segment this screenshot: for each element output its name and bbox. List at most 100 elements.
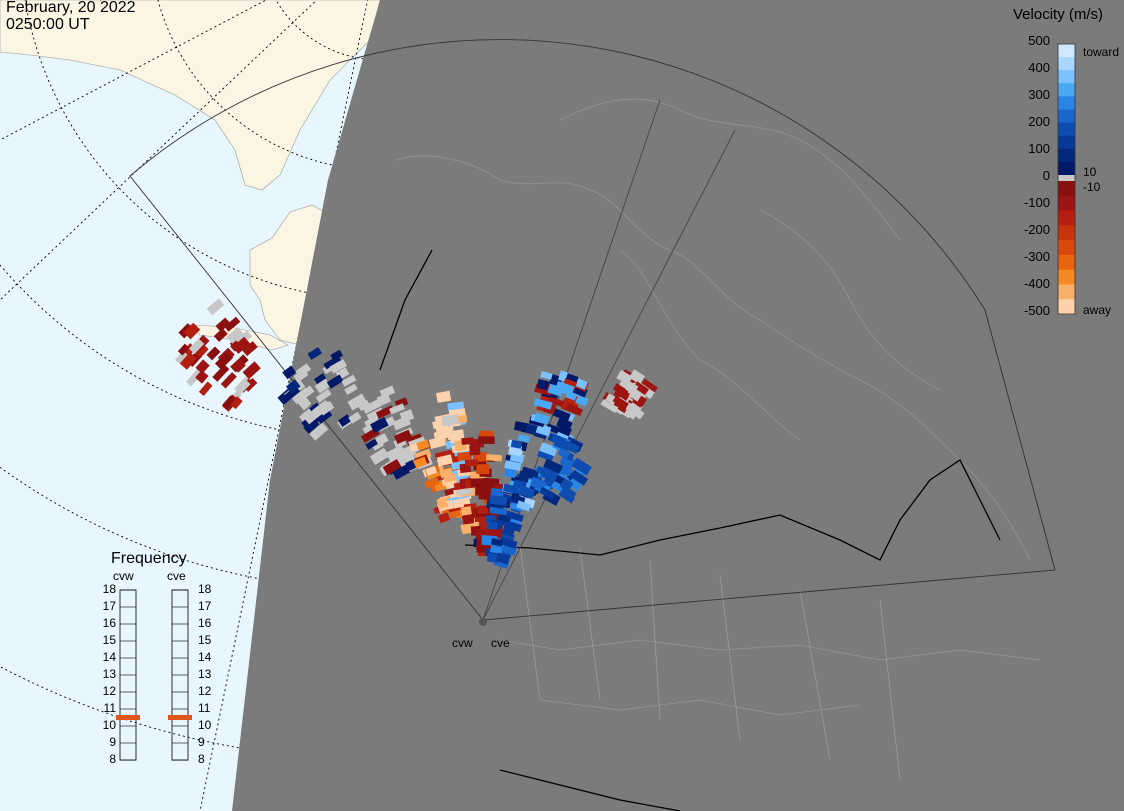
colorbar-swatch bbox=[1058, 122, 1075, 137]
scatter-cell bbox=[619, 377, 639, 394]
scatter-cell bbox=[424, 477, 440, 489]
scatter-cell bbox=[330, 349, 343, 361]
scatter-cell bbox=[513, 421, 528, 433]
colorbar-swatch bbox=[1058, 299, 1075, 315]
scatter-cell bbox=[539, 442, 558, 457]
scatter-cell bbox=[551, 480, 564, 492]
scatter-cell bbox=[545, 423, 562, 435]
colorbar-tick: -400 bbox=[1023, 276, 1050, 291]
scatter-cell bbox=[436, 454, 453, 467]
scatter-cells bbox=[174, 298, 658, 569]
scatter-cell bbox=[394, 429, 413, 444]
scatter-cell bbox=[195, 359, 210, 374]
scatter-cell bbox=[214, 351, 234, 370]
frequency-level-label: 12 bbox=[198, 684, 212, 698]
scatter-cell bbox=[376, 393, 392, 407]
colorbar-tick: 200 bbox=[1028, 114, 1050, 129]
velocity-colorbar bbox=[1057, 43, 1076, 315]
scatter-cell bbox=[374, 433, 389, 446]
colorbar-swatch bbox=[1058, 284, 1075, 300]
scatter-cell bbox=[206, 346, 221, 361]
scatter-cell bbox=[540, 466, 559, 482]
scatter-cell bbox=[495, 552, 511, 565]
scatter-cell bbox=[385, 444, 406, 462]
frequency-marker-cvw bbox=[116, 715, 140, 720]
province-lines bbox=[519, 544, 901, 781]
scatter-cell bbox=[242, 341, 258, 357]
scatter-cell bbox=[326, 374, 344, 389]
scatter-cell bbox=[177, 343, 190, 356]
frequency-level-label: 10 bbox=[102, 718, 116, 732]
scatter-cell bbox=[457, 451, 473, 462]
scatter-cell bbox=[548, 396, 564, 408]
scatter-cell bbox=[510, 439, 523, 449]
scatter-cell bbox=[486, 454, 502, 462]
colorbar-tick: -200 bbox=[1023, 222, 1050, 237]
scatter-cell bbox=[295, 363, 312, 378]
frequency-level-label: 8 bbox=[198, 752, 205, 766]
frequency-title: Frequency bbox=[111, 550, 187, 567]
scatter-cell bbox=[628, 369, 646, 385]
frequency-level-label: 17 bbox=[198, 599, 212, 613]
scatter-cell bbox=[183, 322, 201, 340]
scatter-cell bbox=[369, 447, 390, 465]
scatter-cell bbox=[303, 418, 320, 434]
frequency-level-label: 16 bbox=[198, 616, 212, 630]
scatter-cell bbox=[226, 326, 244, 344]
scatter-cell bbox=[502, 483, 519, 495]
scatter-cell bbox=[398, 459, 417, 475]
scatter-cell bbox=[222, 395, 236, 409]
scatter-cell bbox=[437, 512, 451, 524]
colorbar-inner-negative: -10 bbox=[1083, 180, 1101, 194]
scatter-cell bbox=[224, 316, 241, 332]
daylight-region bbox=[0, 0, 380, 811]
scatter-cell bbox=[229, 396, 243, 410]
frequency-level-label: 11 bbox=[198, 701, 211, 715]
scatter-cell bbox=[188, 338, 205, 355]
scatter-cell bbox=[212, 364, 230, 382]
scatter-cell bbox=[461, 437, 475, 445]
scatter-cell bbox=[389, 403, 406, 415]
scatter-cell bbox=[573, 394, 589, 407]
scatter-cell bbox=[625, 402, 645, 420]
scatter-cell bbox=[305, 411, 319, 425]
colorbar-tick: 500 bbox=[1028, 33, 1050, 48]
date-label: February, 20 2022 bbox=[6, 0, 136, 16]
scatter-cell bbox=[489, 506, 508, 516]
scatter-cell bbox=[347, 393, 367, 411]
scatter-cell bbox=[600, 398, 619, 413]
country-borders bbox=[379, 249, 1001, 811]
scatter-cell bbox=[179, 352, 198, 370]
frequency-level-label: 12 bbox=[102, 684, 116, 698]
colorbar-swatch bbox=[1058, 161, 1075, 176]
scatter-cell bbox=[215, 317, 231, 332]
scatter-cell bbox=[504, 460, 522, 471]
scatter-cell bbox=[344, 383, 358, 395]
scatter-cell bbox=[552, 408, 571, 422]
scatter-cell bbox=[554, 380, 575, 396]
colorbar-swatch bbox=[1058, 44, 1075, 58]
frequency-level-label: 18 bbox=[102, 582, 116, 596]
colorbar-toward-label: toward bbox=[1083, 45, 1120, 59]
colorbar-swatch bbox=[1058, 240, 1075, 256]
colorbar-tick: -300 bbox=[1023, 249, 1050, 264]
scatter-cell bbox=[198, 381, 213, 396]
scatter-cell bbox=[213, 328, 228, 342]
scatter-cell bbox=[508, 521, 523, 533]
scatter-cell bbox=[232, 336, 251, 354]
colorbar-tick: 400 bbox=[1028, 60, 1050, 75]
frequency-level-label: 9 bbox=[198, 735, 205, 749]
scatter-cell bbox=[565, 373, 579, 383]
scatter-cell bbox=[413, 456, 428, 469]
scatter-cell bbox=[633, 381, 650, 396]
scatter-cell bbox=[298, 385, 315, 401]
scatter-cell bbox=[490, 538, 504, 547]
colorbar-frame bbox=[1057, 43, 1076, 315]
scatter-cell bbox=[445, 480, 458, 490]
scatter-cell bbox=[348, 411, 362, 424]
scatter-cell bbox=[460, 506, 472, 516]
scatter-cell bbox=[307, 346, 323, 360]
scatter-cell bbox=[438, 394, 451, 403]
